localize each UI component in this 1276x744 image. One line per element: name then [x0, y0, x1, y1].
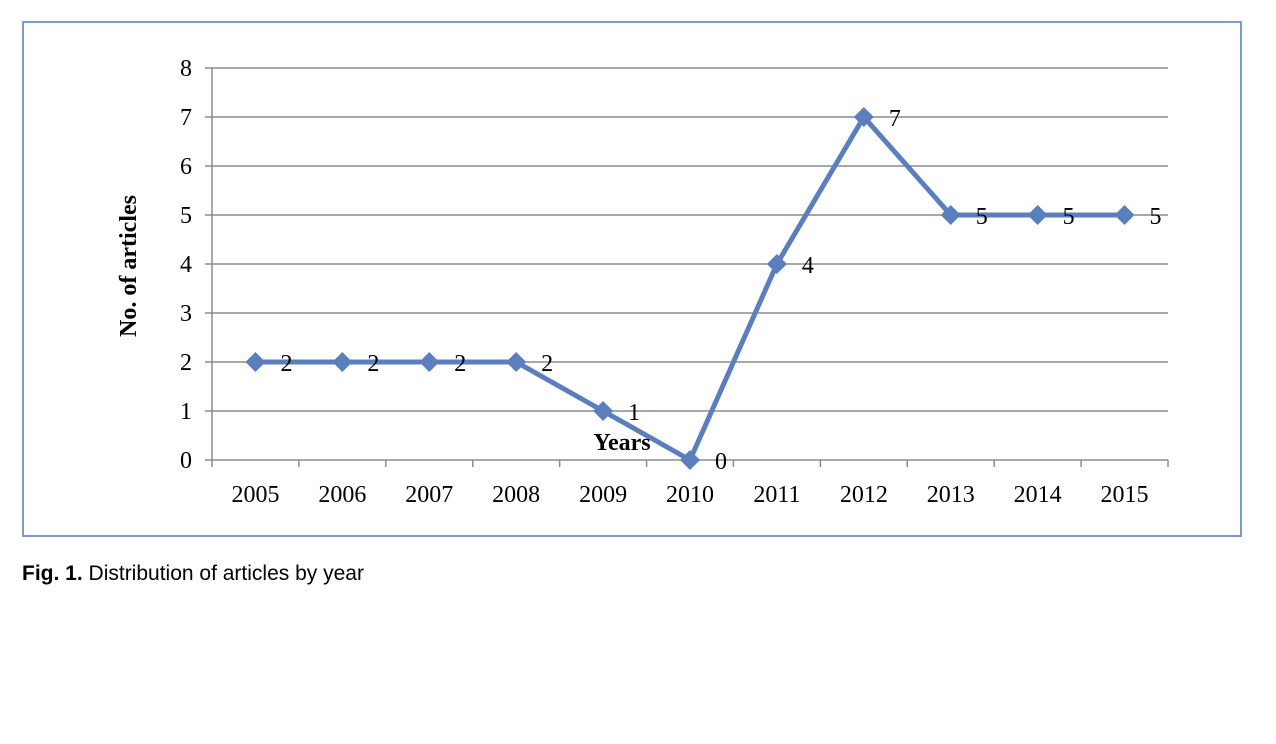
- x-tick-label: 2010: [666, 482, 714, 508]
- x-tick-label: 2011: [753, 482, 800, 508]
- series-line: [255, 114, 1125, 463]
- data-label: 1: [628, 400, 640, 426]
- x-tick-label: 2015: [1101, 482, 1149, 508]
- y-tick-labels: 0 1 2 3 4 5 6 7 8: [180, 56, 192, 474]
- data-point-marker: [245, 352, 266, 372]
- y-tick-label: 8: [180, 56, 192, 82]
- data-point-marker: [1027, 205, 1048, 225]
- x-tick-label: 2013: [927, 482, 975, 508]
- caption-text: Distribution of articles by year: [82, 562, 364, 585]
- caption-label: Fig. 1.: [22, 562, 83, 585]
- data-label: 7: [889, 106, 901, 132]
- data-label: 5: [1063, 204, 1075, 230]
- y-tick-label: 3: [180, 301, 192, 327]
- y-tick-label: 2: [180, 350, 192, 376]
- y-axis-title: No. of articles: [116, 195, 142, 337]
- data-point-marker: [853, 107, 874, 127]
- data-label: 5: [976, 204, 988, 230]
- data-label: 5: [1150, 204, 1162, 230]
- y-tick-label: 7: [180, 105, 192, 131]
- x-tick-label: 2005: [231, 482, 279, 508]
- data-label: 4: [802, 253, 814, 279]
- data-label: 2: [541, 351, 553, 377]
- x-tick-labels: 2005 2006 2007 2008 2009 2010 2011 2012 2013 2014…: [231, 482, 1148, 508]
- data-label: 0: [715, 449, 727, 475]
- x-tick-label: 2012: [840, 482, 888, 508]
- y-tick-label: 1: [180, 399, 192, 425]
- data-label: 2: [367, 351, 379, 377]
- x-tick-label: 2009: [579, 482, 627, 508]
- x-tick-label: 2014: [1014, 482, 1062, 508]
- data-point-marker: [419, 352, 440, 372]
- x-tick-label: 2007: [405, 482, 453, 508]
- data-point-marker: [593, 401, 614, 421]
- data-label: 2: [454, 351, 466, 377]
- data-labels: 2 2 2 2 1 0 4 7 5 5 5: [280, 106, 1161, 475]
- axes: [205, 67, 1169, 467]
- figure-caption: Fig. 1. Distribution of articles by year: [22, 562, 364, 586]
- x-axis-title: Years: [593, 430, 650, 456]
- y-tick-label: 6: [180, 154, 192, 180]
- x-tick-label: 2008: [492, 482, 540, 508]
- data-label: 2: [280, 351, 292, 377]
- y-tick-label: 4: [180, 252, 192, 278]
- data-point-marker: [332, 352, 353, 372]
- data-point-marker: [506, 352, 527, 372]
- x-tick-label: 2006: [318, 482, 366, 508]
- y-tick-label: 5: [180, 203, 192, 229]
- data-point-marker: [766, 254, 787, 274]
- y-tick-label: 0: [180, 448, 192, 474]
- data-point-marker: [1114, 205, 1135, 225]
- data-point-marker: [680, 450, 700, 470]
- data-point-marker: [940, 205, 961, 225]
- series-markers: [245, 107, 1135, 470]
- series-polyline: [255, 114, 1125, 463]
